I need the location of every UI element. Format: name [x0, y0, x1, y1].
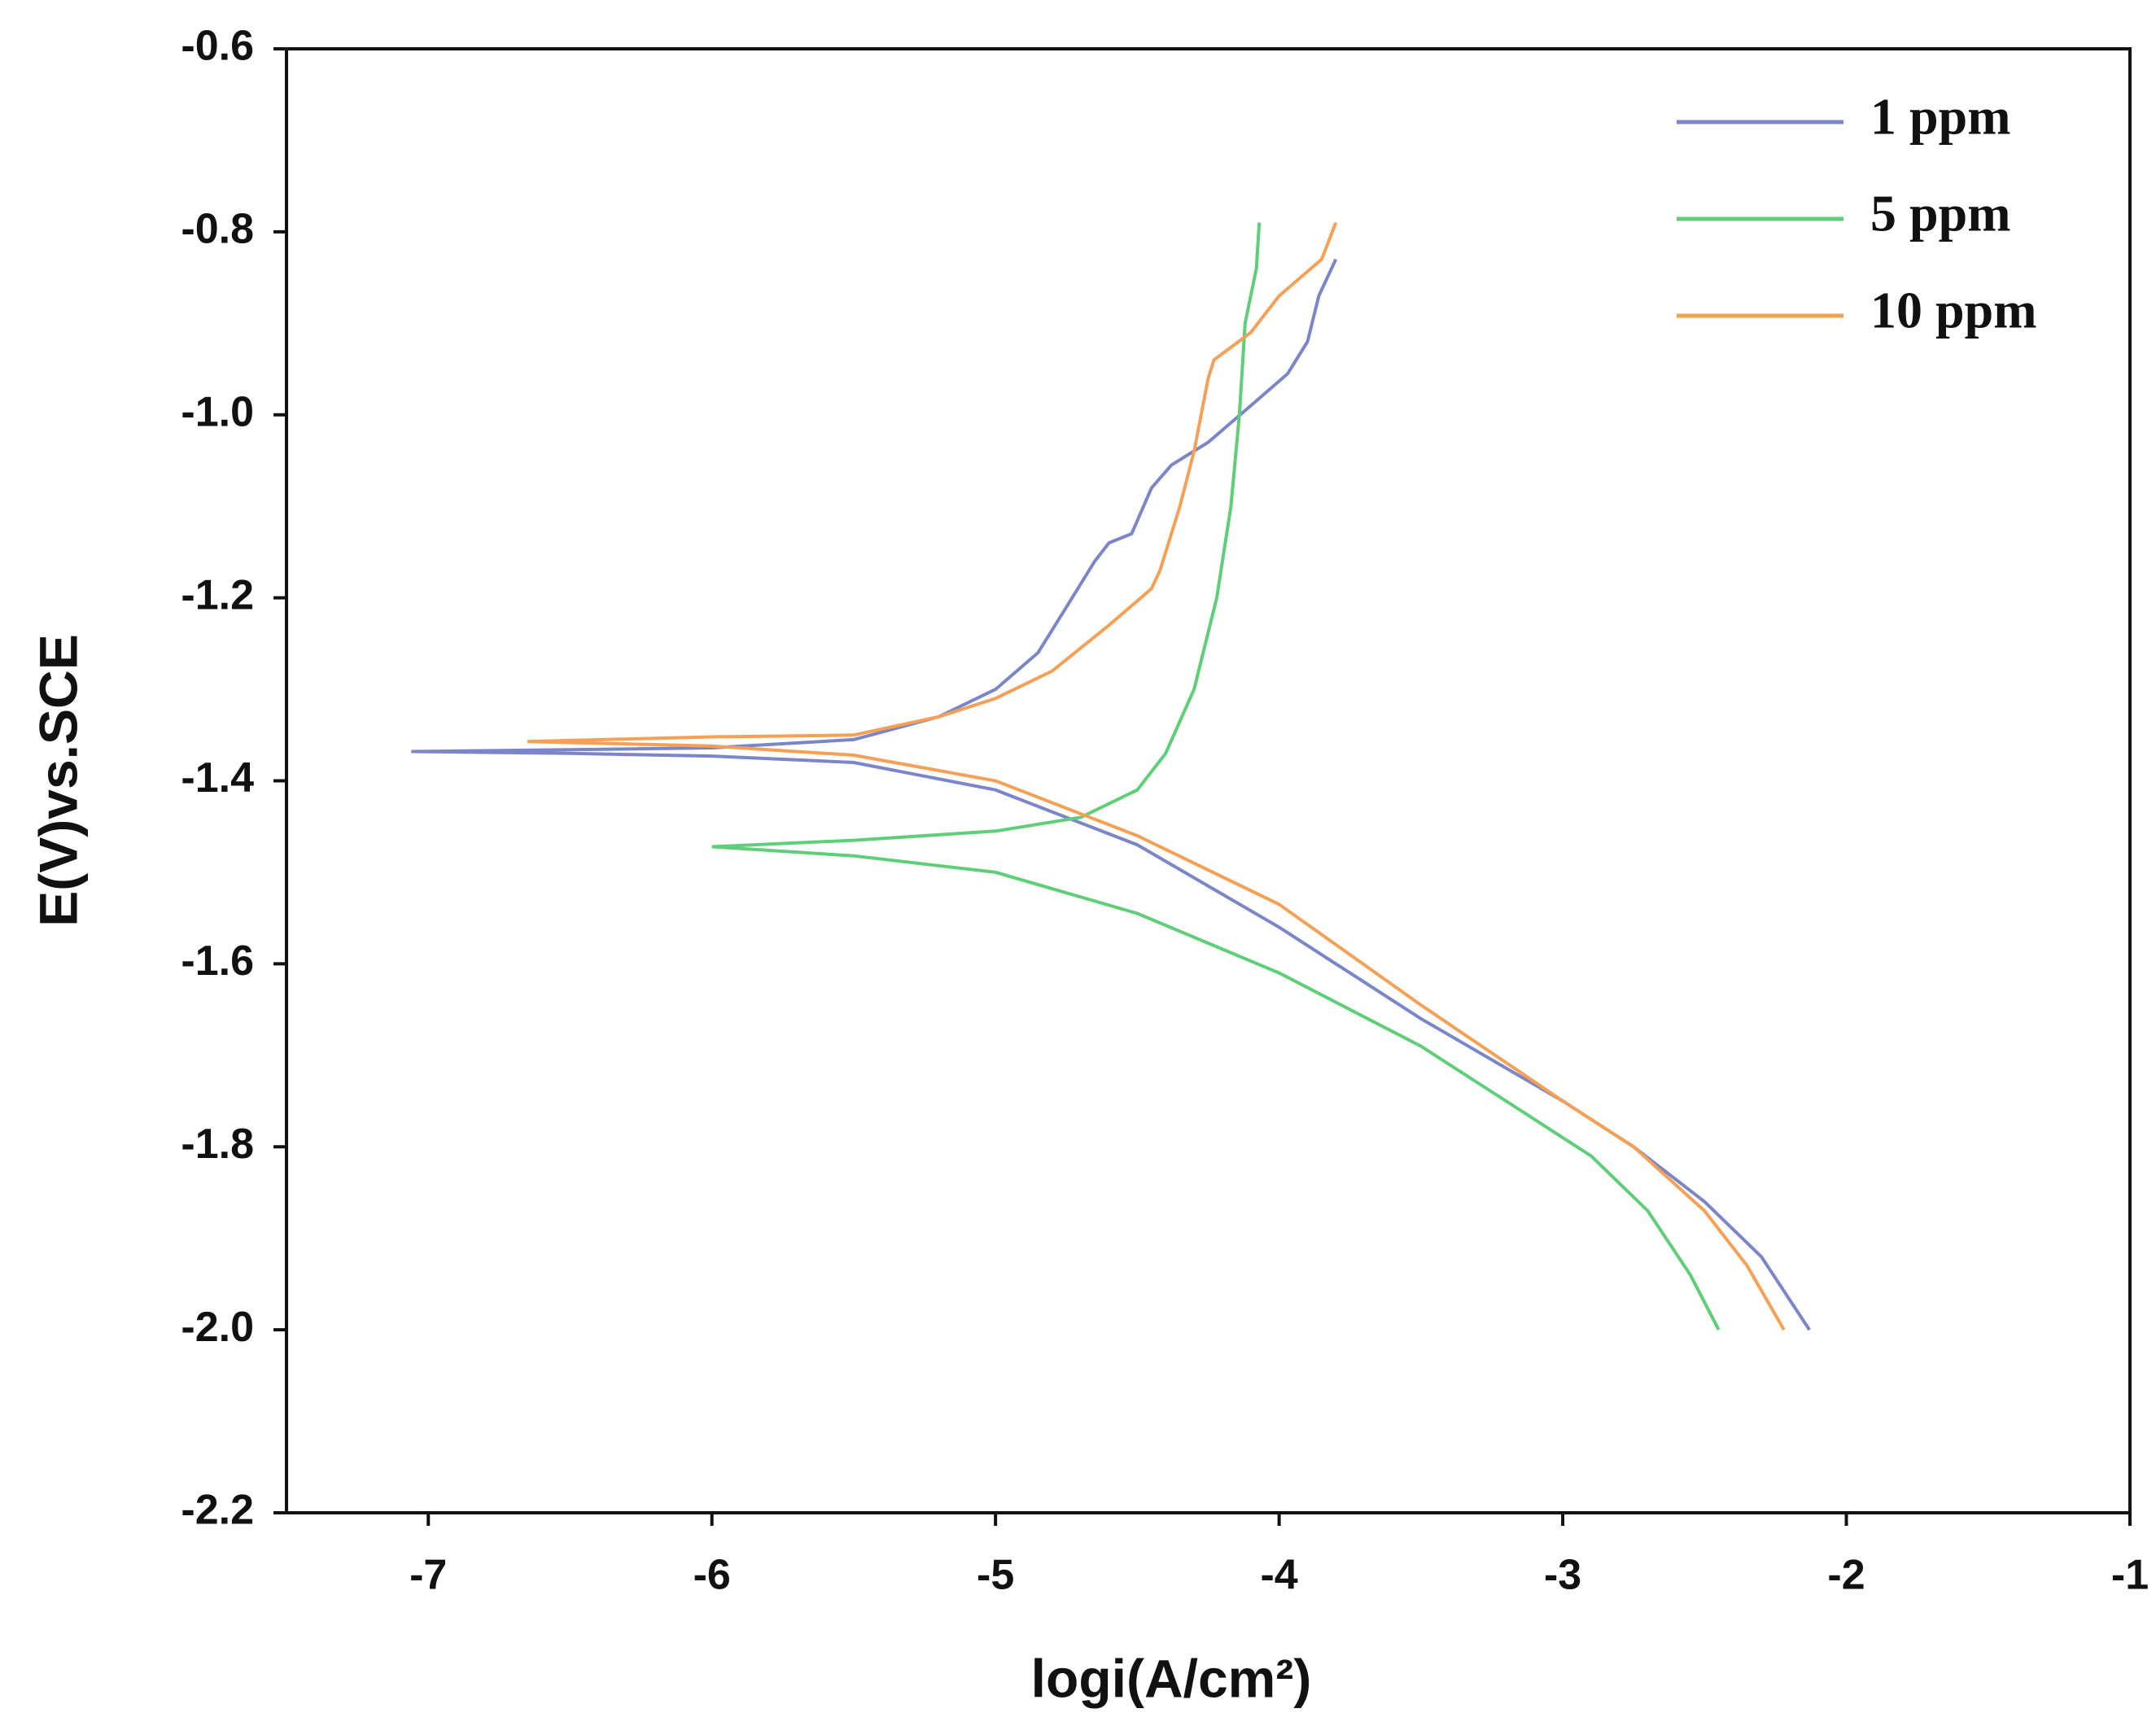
y-tick-label: -2.2 [181, 1487, 254, 1534]
x-tick-label: -2 [1827, 1552, 1865, 1599]
x-tick-label: -1 [2111, 1552, 2149, 1599]
legend-label: 10 ppm [1870, 282, 2037, 339]
series-line [411, 258, 1811, 1331]
y-tick-label: -1.8 [181, 1121, 254, 1168]
x-tick-label: -6 [693, 1552, 731, 1599]
y-tick-label: -2.0 [181, 1304, 254, 1351]
y-tick-label: -0.6 [181, 23, 254, 70]
x-tick-label: -7 [409, 1552, 447, 1599]
y-tick-label: -1.0 [181, 388, 254, 435]
y-tick-label: -1.2 [181, 571, 254, 618]
y-tick-label: -0.8 [181, 206, 254, 253]
x-tick-label: -3 [1544, 1552, 1581, 1599]
legend-label: 5 ppm [1870, 185, 2011, 243]
series-line [527, 221, 1786, 1331]
x-tick-label: -4 [1260, 1552, 1297, 1599]
x-axis-title: logi(A/cm²) [1031, 1648, 1312, 1708]
legend-label: 1 ppm [1870, 88, 2011, 146]
y-axis-title: E(V)vs.SCE [28, 634, 88, 926]
y-tick-label: -1.4 [181, 754, 254, 802]
x-tick-label: -5 [977, 1552, 1014, 1599]
series-line [711, 222, 1721, 1331]
y-tick-label: -1.6 [181, 937, 254, 985]
plot-frame [285, 47, 2132, 1514]
